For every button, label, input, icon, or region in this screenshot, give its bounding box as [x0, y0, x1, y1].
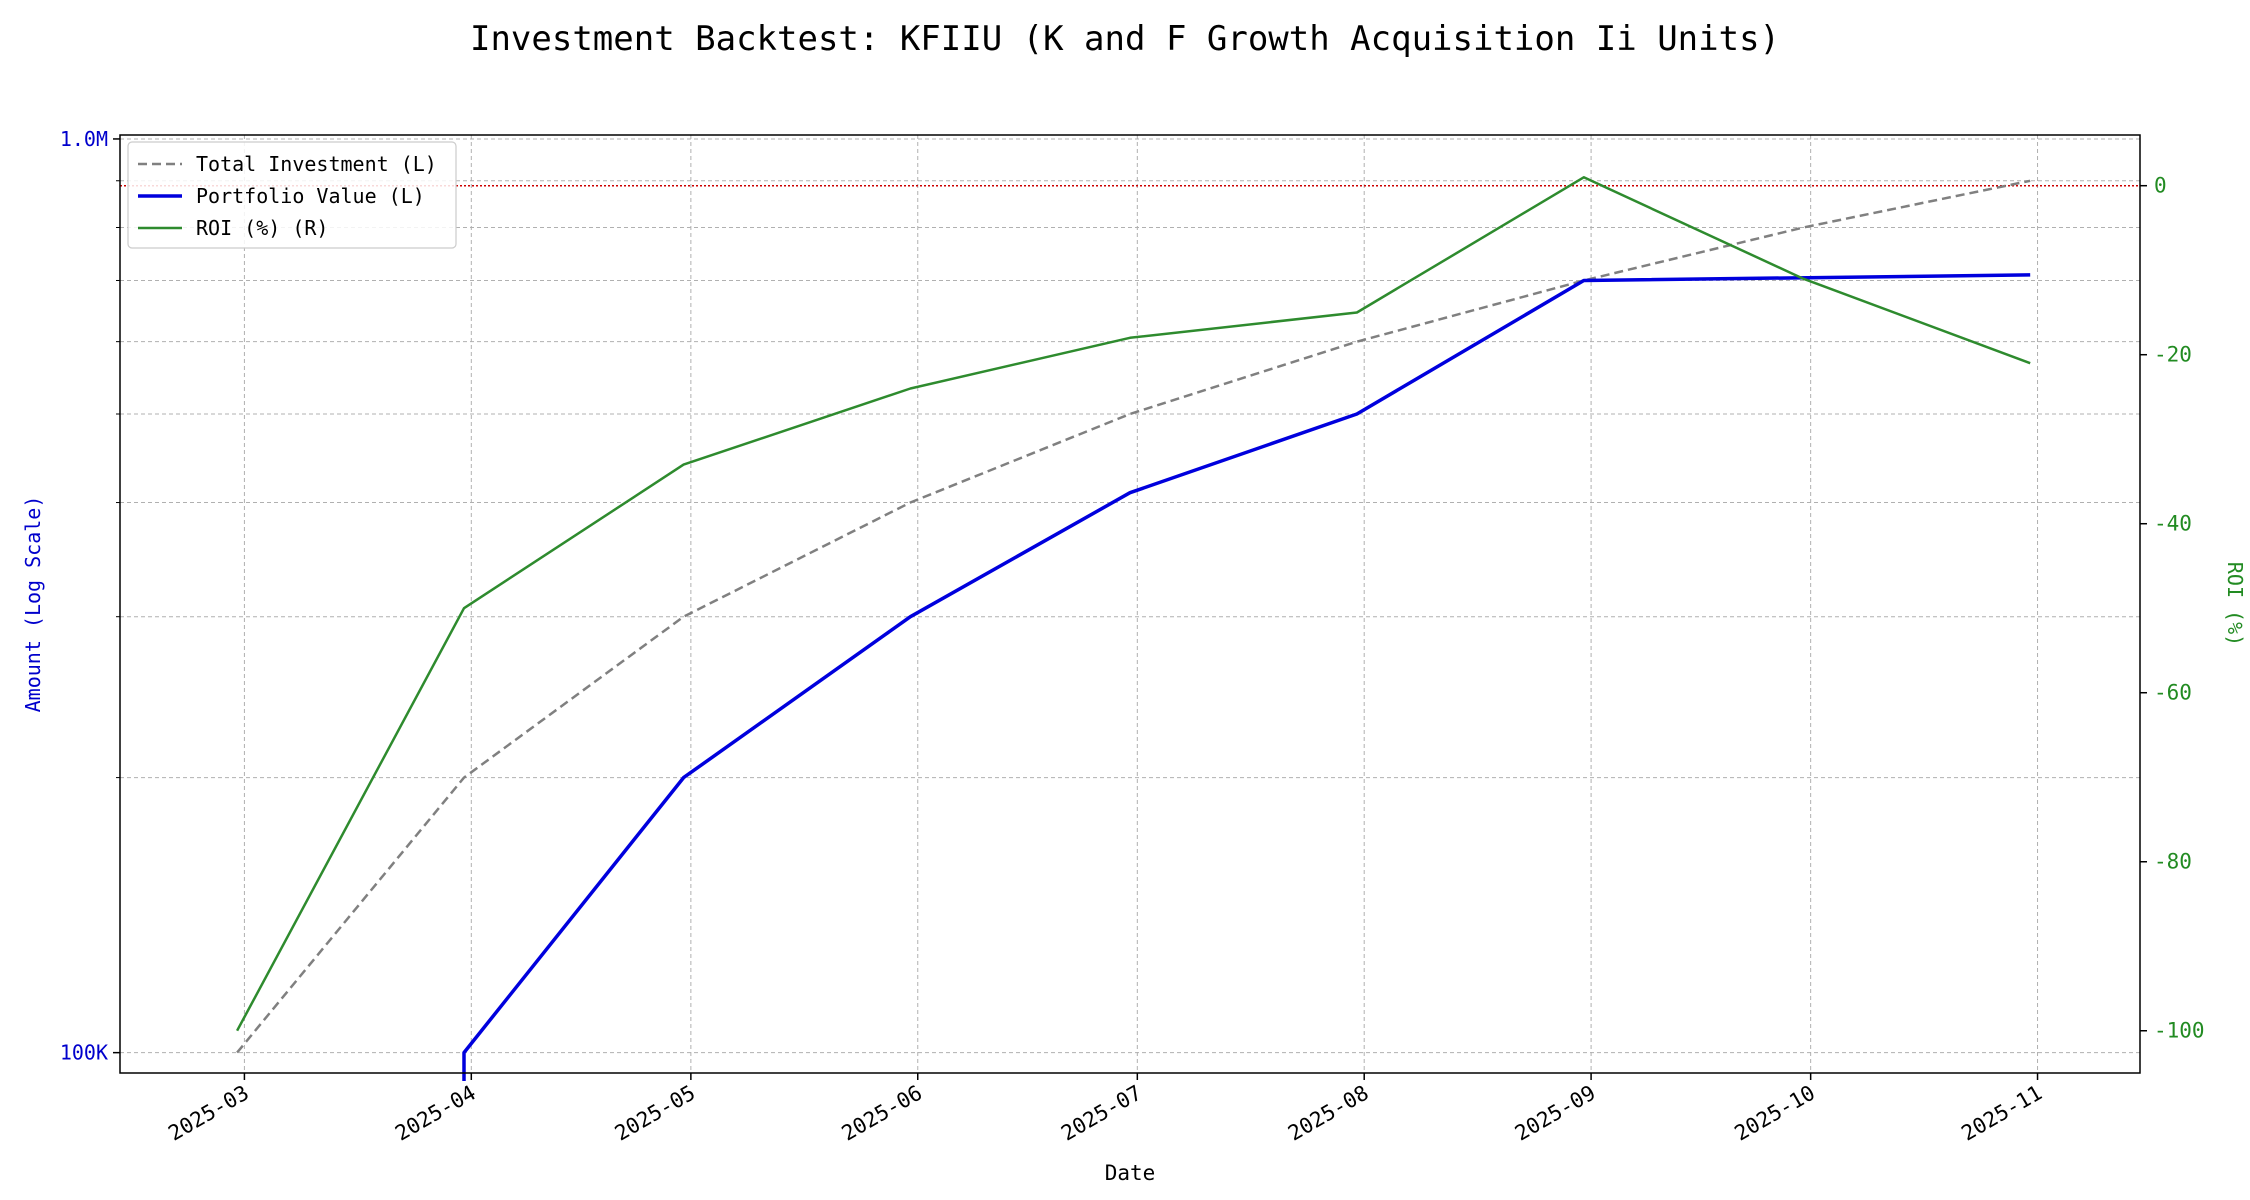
x-tick-label: 2025-06	[838, 1081, 927, 1146]
legend-label-2: ROI (%) (R)	[196, 216, 328, 240]
x-tick-label: 2025-05	[611, 1081, 700, 1146]
left-tick-label: 100K	[60, 1041, 108, 1065]
chart-title: Investment Backtest: KFIIU (K and F Grow…	[470, 19, 1780, 59]
y-axis-label-left: Amount (Log Scale)	[21, 496, 45, 713]
right-tick-label: -40	[2154, 512, 2192, 536]
left-tick-label: 1.0M	[60, 127, 108, 151]
x-tick-label: 2025-11	[1957, 1081, 2046, 1146]
left-axis-ticks: 100K 1.0M	[60, 127, 120, 1065]
series-line-2	[235, 176, 2031, 1032]
x-axis-label: Date	[1105, 1161, 1156, 1185]
x-tick-label: 2025-03	[164, 1081, 253, 1146]
right-tick-label: -20	[2154, 343, 2192, 367]
x-tick-label: 2025-10	[1730, 1081, 1819, 1146]
legend-box	[127, 141, 457, 249]
plot-frame	[119, 134, 2141, 1074]
right-tick-label: -100	[2154, 1019, 2205, 1043]
series-line-1	[462, 273, 2031, 1081]
grid	[120, 135, 2140, 1073]
legend-label-0: Total Investment (L)	[196, 152, 437, 176]
legend: Total Investment (L) Portfolio Value (L) R…	[127, 141, 457, 249]
right-axis-ticks: 0 -20 -40 -60 -80 -100	[2140, 174, 2205, 1043]
series-lines	[235, 176, 2031, 1081]
y-axis-label-right: ROI (%)	[2223, 562, 2247, 646]
x-axis-ticks: 2025-03 2025-04 2025-05 2025-06 2025-07 2025-…	[164, 1073, 2046, 1146]
right-tick-label: -80	[2154, 850, 2192, 874]
x-tick-label: 2025-04	[391, 1081, 480, 1146]
right-tick-label: -60	[2154, 681, 2192, 705]
x-tick-label: 2025-07	[1057, 1081, 1146, 1146]
right-tick-label: 0	[2154, 174, 2167, 198]
legend-label-1: Portfolio Value (L)	[196, 184, 425, 208]
x-tick-label: 2025-09	[1511, 1081, 1600, 1146]
x-tick-label: 2025-08	[1284, 1081, 1373, 1146]
